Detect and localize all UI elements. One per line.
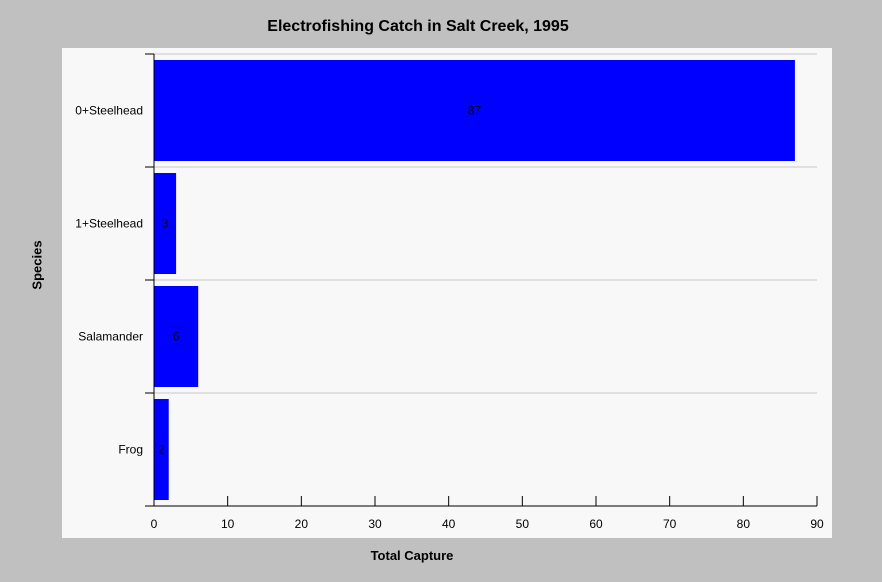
bar [154, 399, 169, 500]
y-tick-label: 0+Steelhead [75, 104, 143, 118]
x-tick-label: 70 [663, 517, 677, 531]
x-axis-label: Total Capture [370, 548, 454, 563]
y-tick-label: Salamander [78, 330, 143, 344]
bars [154, 60, 795, 500]
y-tick-label: Frog [118, 443, 143, 457]
data-label: 3 [162, 217, 169, 231]
data-label: 87 [468, 104, 482, 118]
x-tick-label: 90 [810, 517, 824, 531]
x-tick-label: 60 [589, 517, 603, 531]
labels: 0+Steelhead 87 1+Steelhead 3 Salamander 6 Frog… [75, 104, 824, 532]
axes [145, 53, 818, 507]
x-tick-label: 40 [442, 517, 456, 531]
bar [154, 60, 795, 161]
y-tick-label: 1+Steelhead [75, 217, 143, 231]
x-tick-label: 20 [295, 517, 309, 531]
x-tick-label: 30 [368, 517, 382, 531]
x-tick-label: 50 [516, 517, 530, 531]
x-tick-label: 0 [151, 517, 158, 531]
data-label: 2 [158, 443, 165, 457]
x-tick-label: 10 [221, 517, 235, 531]
chart-title: Electrofishing Catch in Salt Creek, 1995 [267, 18, 569, 35]
bar [154, 173, 177, 274]
x-tick-label: 80 [737, 517, 751, 531]
grid-lines [154, 53, 817, 394]
bar [154, 286, 199, 387]
data-label: 6 [173, 330, 180, 344]
